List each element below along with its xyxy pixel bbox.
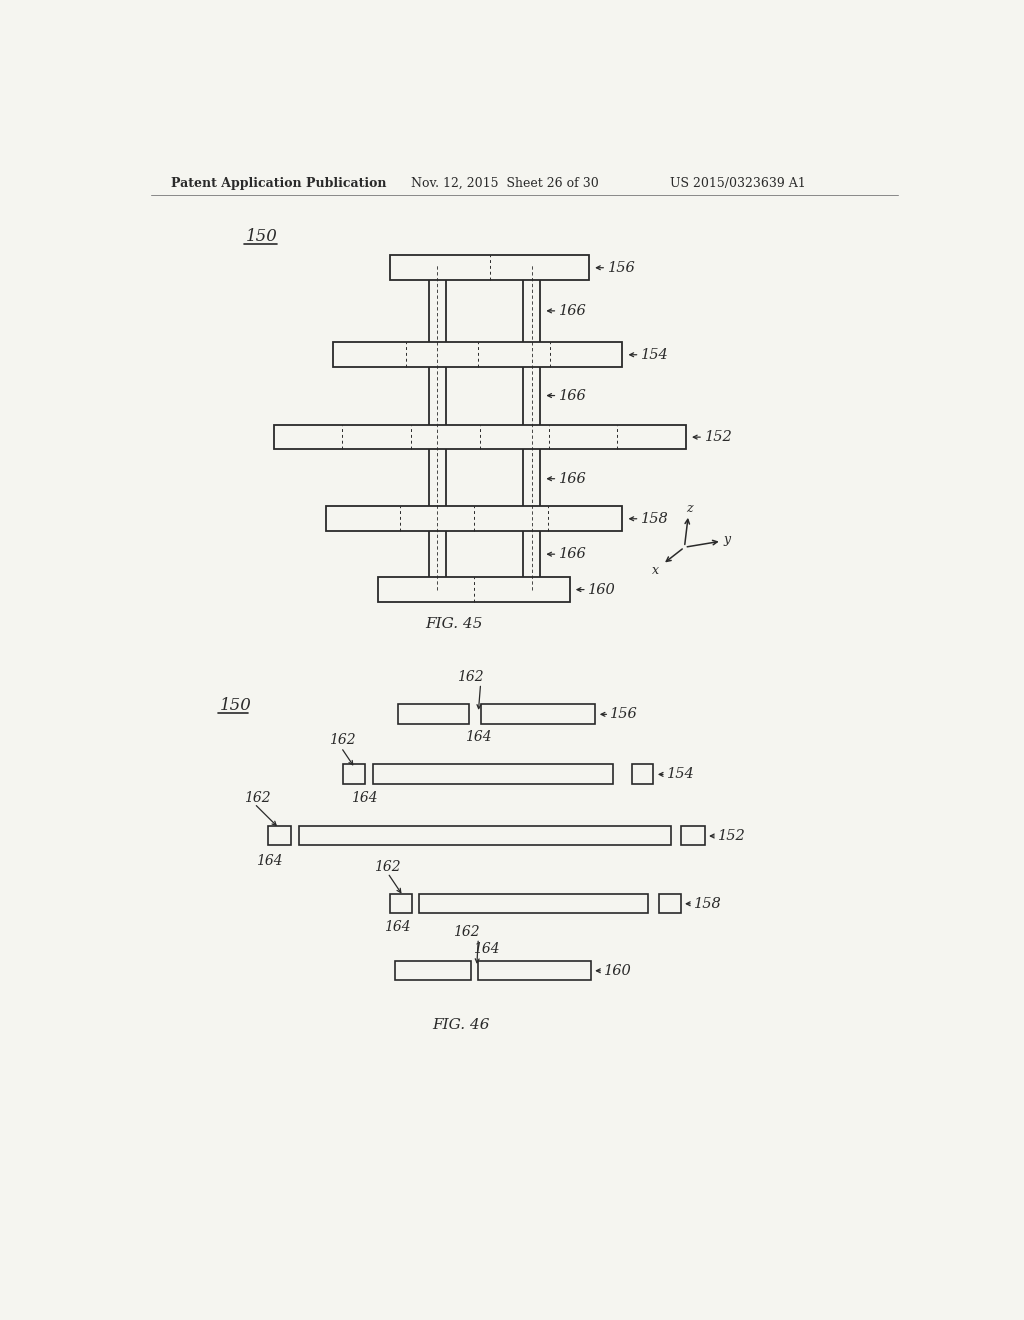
Bar: [420, 894, 648, 913]
Text: 166: 166: [559, 304, 587, 318]
Text: 162: 162: [330, 733, 356, 747]
Text: 164: 164: [465, 730, 492, 744]
Bar: [299, 826, 671, 845]
Text: 156: 156: [607, 261, 636, 275]
Bar: [478, 961, 591, 979]
Text: 166: 166: [559, 388, 587, 403]
Bar: [326, 507, 623, 531]
Text: 162: 162: [245, 791, 271, 804]
Text: FIG. 45: FIG. 45: [425, 618, 482, 631]
Bar: [390, 256, 589, 280]
Text: 152: 152: [718, 829, 745, 843]
Bar: [273, 425, 686, 449]
Text: z: z: [686, 502, 692, 515]
Text: 158: 158: [641, 512, 669, 525]
Text: 152: 152: [705, 430, 732, 444]
Text: 162: 162: [454, 925, 480, 940]
Text: 154: 154: [641, 347, 669, 362]
Bar: [395, 961, 471, 979]
Text: 150: 150: [246, 228, 278, 246]
Text: 154: 154: [667, 767, 694, 781]
Text: FIG. 46: FIG. 46: [432, 1018, 490, 1032]
Text: y: y: [723, 533, 730, 546]
Bar: [334, 342, 623, 367]
Text: 162: 162: [458, 671, 484, 684]
Text: Patent Application Publication: Patent Application Publication: [171, 177, 386, 190]
Text: 164: 164: [351, 791, 378, 804]
Bar: [378, 577, 569, 602]
Text: 166: 166: [559, 471, 587, 486]
Text: 156: 156: [610, 708, 638, 721]
Text: 164: 164: [384, 920, 411, 933]
Text: Nov. 12, 2015  Sheet 26 of 30: Nov. 12, 2015 Sheet 26 of 30: [411, 177, 599, 190]
Bar: [373, 764, 613, 784]
Text: x: x: [652, 564, 658, 577]
Bar: [681, 826, 705, 845]
Bar: [390, 894, 412, 913]
Bar: [480, 705, 595, 723]
Bar: [397, 705, 469, 723]
Text: 160: 160: [589, 582, 616, 597]
Bar: [523, 265, 541, 590]
Text: 164: 164: [473, 942, 500, 956]
Text: 164: 164: [256, 854, 283, 867]
Bar: [632, 764, 653, 784]
Bar: [343, 764, 366, 784]
Text: 150: 150: [219, 697, 251, 714]
Text: 158: 158: [693, 896, 722, 911]
Bar: [429, 265, 445, 590]
Text: US 2015/0323639 A1: US 2015/0323639 A1: [671, 177, 806, 190]
Bar: [658, 894, 681, 913]
Text: 166: 166: [559, 548, 587, 561]
Text: 162: 162: [375, 859, 401, 874]
Bar: [267, 826, 291, 845]
Text: 160: 160: [604, 964, 632, 978]
